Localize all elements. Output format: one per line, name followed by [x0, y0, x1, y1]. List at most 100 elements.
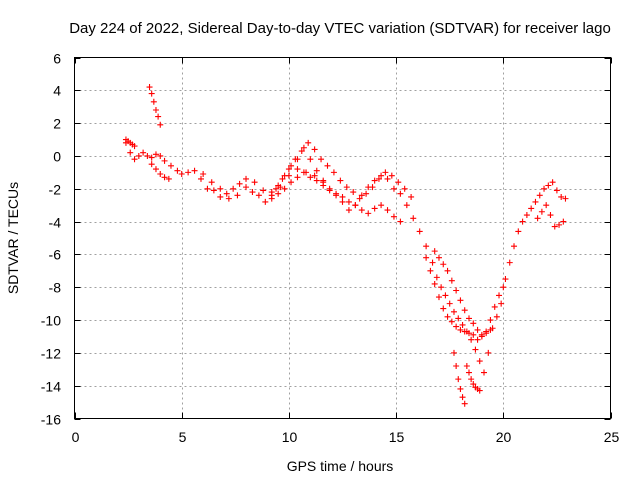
data-point [157, 121, 164, 128]
data-point [161, 174, 168, 181]
data-point [307, 156, 314, 163]
data-point [523, 212, 530, 219]
data-point [150, 98, 157, 105]
data-point [343, 184, 350, 191]
data-point [197, 175, 204, 182]
data-point [397, 190, 404, 197]
y-tick-label: -4 [49, 215, 62, 231]
y-tick-label: -2 [49, 182, 62, 198]
data-point [356, 195, 363, 202]
data-point [152, 107, 159, 114]
data-point [435, 254, 442, 261]
series-late-branch [534, 202, 567, 230]
data-point [401, 185, 408, 192]
data-point [470, 331, 477, 338]
data-point [277, 184, 284, 191]
data-point [410, 215, 417, 222]
data-point [534, 215, 541, 222]
data-point [551, 223, 558, 230]
data-point [429, 259, 436, 266]
data-point [395, 179, 402, 186]
data-point [541, 185, 548, 192]
data-point [472, 346, 479, 353]
y-tick-label: 6 [53, 51, 61, 67]
data-point [493, 313, 500, 320]
data-point [487, 317, 494, 324]
data-point [476, 358, 483, 365]
data-points [122, 84, 569, 407]
data-point [435, 294, 442, 301]
data-point [468, 336, 475, 343]
data-point [532, 198, 539, 205]
data-point [208, 179, 215, 186]
data-point [148, 154, 155, 161]
series-main-trace [122, 139, 569, 376]
data-point [313, 177, 320, 184]
data-point [519, 218, 526, 225]
data-point [560, 218, 567, 225]
data-point [298, 148, 305, 155]
data-point [330, 169, 337, 176]
data-point [127, 149, 134, 156]
plot-frame [74, 57, 611, 419]
y-axis: 6 4 2 0 -2 -4 -6 -8 -10 -12 -14 -16 [41, 51, 611, 428]
data-point [152, 151, 159, 158]
data-point [255, 192, 262, 199]
data-point [453, 362, 460, 369]
data-point [390, 213, 397, 220]
x-tick-label: 25 [604, 429, 620, 445]
series-deep-dip-b [463, 362, 483, 394]
data-point [249, 189, 256, 196]
data-point [210, 187, 217, 194]
data-point [498, 300, 505, 307]
data-point [403, 202, 410, 209]
data-point [547, 212, 554, 219]
data-point [191, 167, 198, 174]
data-point [161, 157, 168, 164]
data-point [148, 161, 155, 168]
data-point [444, 267, 451, 274]
data-point [358, 207, 365, 214]
data-point [273, 185, 280, 192]
data-point [294, 166, 301, 173]
data-point [292, 156, 299, 163]
x-tick-label: 10 [282, 429, 298, 445]
data-point [311, 172, 318, 179]
data-point [326, 187, 333, 194]
data-point [562, 195, 569, 202]
data-point [320, 177, 327, 184]
y-axis-label: SDTVAR / TECUs [5, 182, 21, 294]
data-point [461, 400, 468, 407]
data-point [131, 156, 138, 163]
data-point [300, 144, 307, 151]
series-early-dip [148, 161, 172, 182]
data-point [442, 292, 449, 299]
data-point [440, 261, 447, 268]
data-point [416, 228, 423, 235]
data-point [378, 202, 385, 209]
chart-title: Day 224 of 2022, Sidereal Day-to-day VTE… [69, 20, 611, 37]
data-point [369, 184, 376, 191]
data-point [167, 162, 174, 169]
data-point [453, 323, 460, 330]
y-tick-label: -14 [41, 379, 61, 395]
data-point [388, 172, 395, 179]
data-point [200, 171, 207, 178]
data-point [457, 297, 464, 304]
data-point [131, 143, 138, 150]
series-storm-branch-a [423, 254, 494, 343]
data-point [474, 336, 481, 343]
data-point [446, 300, 453, 307]
series-early-lead [122, 136, 138, 150]
data-point [457, 326, 464, 333]
data-point [288, 162, 295, 169]
data-point [478, 331, 485, 338]
data-point [491, 303, 498, 310]
data-point [339, 193, 346, 200]
data-point [144, 152, 151, 159]
x-axis-label: GPS time / hours [287, 458, 394, 474]
data-point [165, 175, 172, 182]
data-point [375, 175, 382, 182]
data-point [556, 221, 563, 228]
y-tick-label: -10 [41, 313, 61, 329]
